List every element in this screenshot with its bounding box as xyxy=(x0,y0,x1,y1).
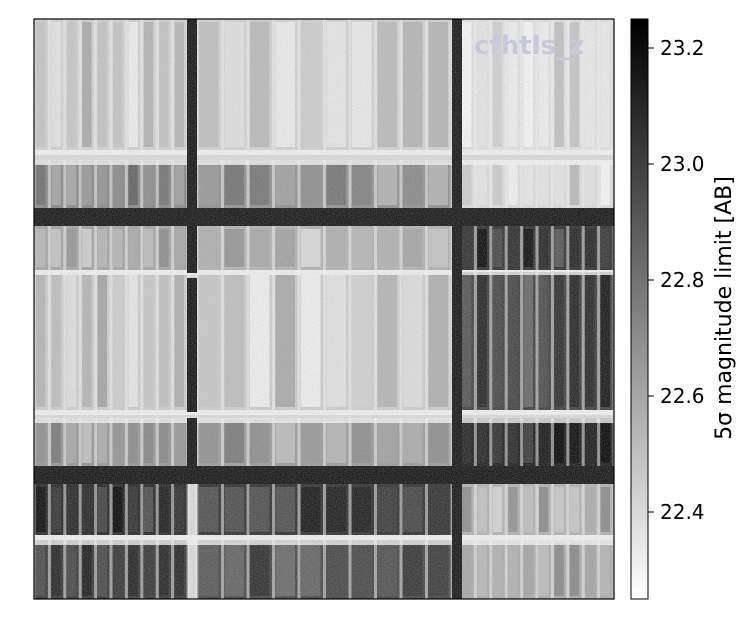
map-frame xyxy=(33,18,615,600)
colorbar-tick-label: 22.8 xyxy=(660,268,705,292)
depth-map xyxy=(34,19,614,599)
colorbar-label: 5σ magnitude limit [AB] xyxy=(712,176,737,440)
colorbar: 23.2 23.0 22.8 22.6 22.4 5σ magnitude limit … xyxy=(630,18,737,600)
map-noise xyxy=(34,19,614,599)
colorbar-tick-label: 22.6 xyxy=(660,384,705,408)
colorbar-ticks: 23.2 23.0 22.8 22.6 22.4 xyxy=(648,36,705,524)
survey-overlay-label: cfhtls_z xyxy=(474,31,584,61)
colorbar-gradient xyxy=(630,18,649,600)
colorbar-tick-label: 23.2 xyxy=(660,36,705,60)
colorbar-tick-label: 22.4 xyxy=(660,500,705,524)
colorbar-tick-label: 23.0 xyxy=(660,152,705,176)
